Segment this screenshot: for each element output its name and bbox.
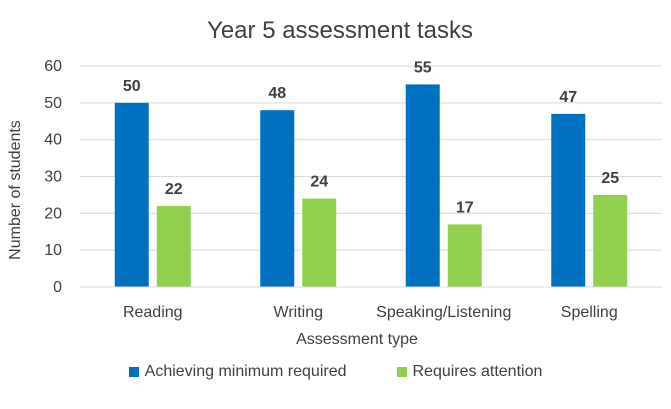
legend-item-achieving: Achieving minimum required — [128, 363, 347, 381]
bar — [447, 224, 482, 287]
data-label: 55 — [414, 59, 432, 76]
bar — [302, 198, 337, 287]
legend-label-achieving: Achieving minimum required — [144, 363, 347, 380]
x-tick-label: Speaking/Listening — [376, 304, 511, 321]
x-axis-ticks: Reading Writing Speaking/Listening Spelling — [123, 304, 618, 321]
data-labels: 50 22 48 24 55 17 47 25 — [123, 59, 619, 216]
bars — [114, 84, 628, 288]
data-label: 50 — [123, 78, 141, 95]
chart-title: Year 5 assessment tasks — [207, 17, 473, 44]
bar — [114, 102, 149, 287]
legend: Achieving minimum required Requires atte… — [0, 361, 671, 383]
bar — [405, 84, 440, 288]
bar — [551, 113, 586, 287]
y-tick-label: 30 — [44, 169, 62, 186]
data-label: 47 — [559, 89, 577, 106]
data-label: 48 — [268, 85, 286, 102]
legend-swatch-achieving — [128, 367, 139, 377]
y-tick-label: 60 — [44, 58, 62, 75]
y-tick-label: 10 — [44, 242, 62, 259]
data-label: 25 — [601, 170, 619, 187]
y-tick-label: 50 — [44, 95, 62, 112]
legend-item-requires-attention: Requires attention — [396, 363, 543, 381]
y-axis-ticks: 0 10 20 30 40 50 60 — [44, 58, 62, 296]
x-axis-title: Assessment type — [296, 331, 418, 348]
y-tick-label: 0 — [53, 279, 62, 296]
y-axis-title: Number of students — [7, 120, 24, 260]
data-label: 17 — [456, 199, 474, 216]
data-label: 22 — [165, 181, 183, 198]
bar — [593, 194, 628, 287]
legend-swatch-requires-attention — [396, 367, 407, 377]
bar — [260, 110, 295, 287]
x-tick-label: Spelling — [561, 304, 618, 321]
legend-label-requires-attention: Requires attention — [412, 363, 543, 380]
y-tick-label: 20 — [44, 205, 62, 222]
y-tick-label: 40 — [44, 132, 62, 149]
data-label: 24 — [310, 174, 328, 191]
x-tick-label: Reading — [123, 304, 183, 321]
bar — [156, 205, 191, 287]
x-tick-label: Writing — [274, 304, 324, 321]
